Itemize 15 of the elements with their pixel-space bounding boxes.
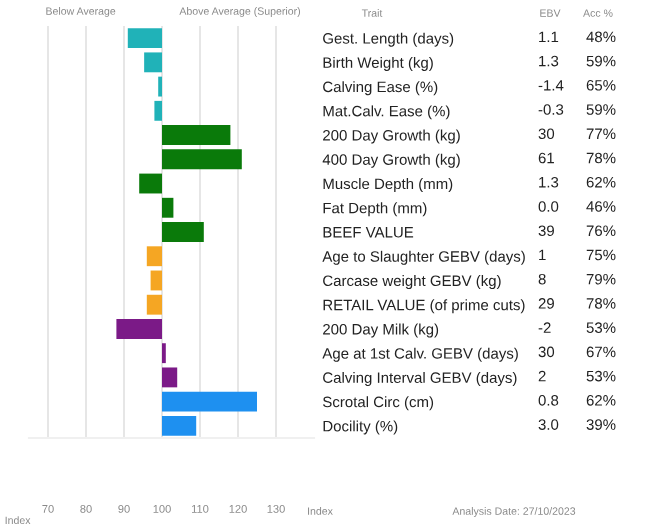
bar bbox=[144, 52, 162, 73]
bar bbox=[162, 222, 204, 242]
bar bbox=[162, 149, 242, 170]
bar bbox=[116, 319, 162, 339]
bar bbox=[150, 270, 162, 291]
bar bbox=[146, 246, 162, 267]
bar bbox=[127, 28, 162, 49]
bar bbox=[162, 415, 197, 436]
bar bbox=[154, 100, 162, 121]
bar bbox=[162, 391, 257, 412]
bar bbox=[162, 125, 231, 145]
bar bbox=[139, 173, 162, 194]
bar bbox=[146, 294, 162, 315]
bar bbox=[162, 367, 178, 388]
bar bbox=[162, 197, 174, 218]
